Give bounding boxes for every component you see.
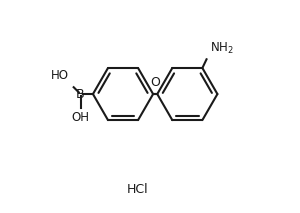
Text: HCl: HCl bbox=[127, 183, 148, 196]
Text: HO: HO bbox=[51, 69, 69, 82]
Text: OH: OH bbox=[71, 111, 89, 124]
Text: O: O bbox=[150, 76, 160, 89]
Text: B: B bbox=[76, 88, 85, 101]
Text: NH$_2$: NH$_2$ bbox=[210, 41, 233, 56]
